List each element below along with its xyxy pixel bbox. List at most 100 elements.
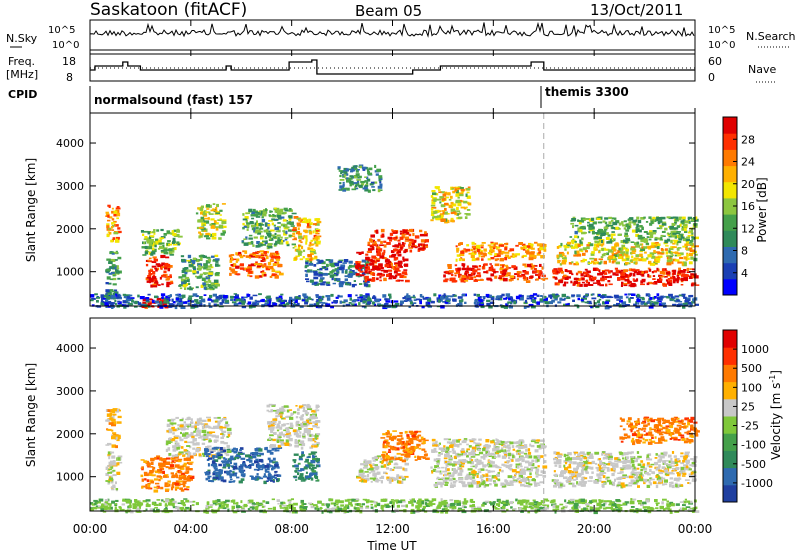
power-echo-cell: [600, 278, 605, 282]
freq-line: [90, 59, 695, 75]
velocity-echo-cell: [309, 417, 314, 420]
power-echo-cell: [109, 289, 114, 292]
power-echo-cell: [339, 300, 342, 304]
power-echo-cell: [377, 189, 381, 193]
power-echo-cell: [147, 303, 152, 305]
power-echo-cell: [203, 294, 207, 296]
power-echo-cell: [480, 244, 484, 247]
power-echo-cell: [206, 237, 211, 240]
velocity-echo-cell: [114, 436, 118, 440]
power-echo-cell: [592, 221, 597, 225]
power-echo-cell: [448, 199, 452, 201]
velocity-echo-cell: [280, 409, 286, 412]
power-echo-cell: [111, 302, 116, 304]
velocity-echo-cell: [186, 488, 190, 491]
power-echo-cell: [612, 272, 616, 276]
power-echo-cell: [334, 277, 338, 282]
velocity-echo-cell: [183, 482, 186, 486]
power-echo-cell: [508, 267, 511, 269]
power-echo-cell: [403, 230, 408, 234]
power-echo-cell: [271, 269, 276, 273]
power-echo-cell: [658, 303, 664, 306]
power-echo-cell: [115, 210, 120, 213]
velocity-echo-cell: [215, 476, 219, 480]
power-echo-cell: [367, 301, 371, 305]
power-echo-cell: [303, 236, 308, 239]
velocity-echo-cell: [167, 419, 171, 422]
power-echo-cell: [160, 228, 164, 232]
power-echo-cell: [608, 270, 611, 274]
power-echo-cell: [650, 220, 654, 225]
power-echo-cell: [114, 224, 119, 227]
power-echo-cell: [501, 250, 505, 254]
power-echo-cell: [651, 282, 655, 285]
velocity-echo-cell: [185, 452, 188, 455]
velocity-echo-cell: [157, 469, 161, 472]
power-echo-cell: [570, 280, 573, 284]
power-echo-cell: [522, 247, 526, 251]
power-echo-cell: [604, 269, 610, 272]
power-echo-cell: [220, 232, 225, 236]
power-echo-cell: [297, 246, 301, 250]
power-echo-cell: [392, 267, 396, 271]
power-echo-cell: [633, 303, 637, 307]
power-echo-cell: [304, 265, 308, 269]
velocity-echo-cell: [223, 457, 226, 460]
velocity-echo-cell: [150, 461, 154, 465]
power-echo-cell: [145, 259, 149, 262]
power-echo-cell: [214, 226, 220, 228]
power-echo-cell: [317, 305, 323, 309]
power-echo-cell: [608, 221, 612, 225]
power-echo-cell: [533, 297, 537, 300]
power-echo-cell: [268, 220, 273, 222]
velocity-echo-cell: [186, 435, 190, 438]
velocity-echo-cell: [298, 443, 302, 446]
power-echo-cell: [457, 186, 462, 188]
power-echo-cell: [689, 275, 692, 278]
power-echo-cell: [269, 265, 274, 269]
velocity-echo-cell: [383, 471, 387, 474]
power-echo-cell: [312, 230, 315, 234]
velocity-echo-cell: [406, 434, 410, 437]
power-echo-cell: [561, 271, 564, 274]
power-echo-cell: [188, 295, 194, 297]
velocity-echo-cell: [173, 435, 179, 440]
power-echo-cell: [394, 300, 399, 303]
power-echo-cell: [657, 252, 662, 255]
power-echo-cell: [672, 303, 677, 307]
power-echo-cell: [254, 275, 260, 279]
power-echo-cell: [330, 265, 335, 268]
power-echo-cell: [528, 245, 533, 250]
power-echo-cell: [569, 245, 574, 248]
power-echo-cell: [657, 255, 663, 258]
power-echo-cell: [620, 284, 623, 287]
power-echo-cell: [260, 253, 264, 255]
velocity-echo-cell: [266, 477, 271, 480]
power-echo-cell: [475, 299, 478, 302]
velocity-echo-cell: [299, 417, 304, 421]
power-echo-cell: [608, 255, 613, 260]
velocity-echo-cell: [224, 458, 228, 461]
velocity-echo-cell: [171, 486, 175, 489]
velocity-echo-cell: [268, 436, 271, 440]
power-echo-cell: [249, 296, 253, 300]
velocity-echo-cell: [105, 480, 110, 482]
power-echo-cell: [255, 226, 259, 229]
power-echo-cell: [506, 302, 509, 305]
power-echo-cell: [574, 253, 578, 256]
velocity-echo-cell: [258, 448, 263, 452]
power-echo-cell: [691, 232, 694, 235]
power-echo-cell: [364, 184, 369, 187]
power-echo-cell: [652, 216, 656, 220]
power-echo-cell: [383, 240, 387, 243]
power-echo-cell: [648, 294, 651, 298]
power-echo-cell: [313, 223, 317, 226]
velocity-echo-cell: [403, 451, 408, 453]
velocity-echo-cell: [312, 414, 316, 418]
power-echo-cell: [259, 224, 265, 226]
power-echo-cell: [90, 294, 95, 298]
power-echo-cell: [378, 175, 383, 179]
power-echo-cell: [338, 170, 344, 172]
power-echo-cell: [276, 207, 280, 210]
velocity-echo-cell: [275, 411, 279, 415]
